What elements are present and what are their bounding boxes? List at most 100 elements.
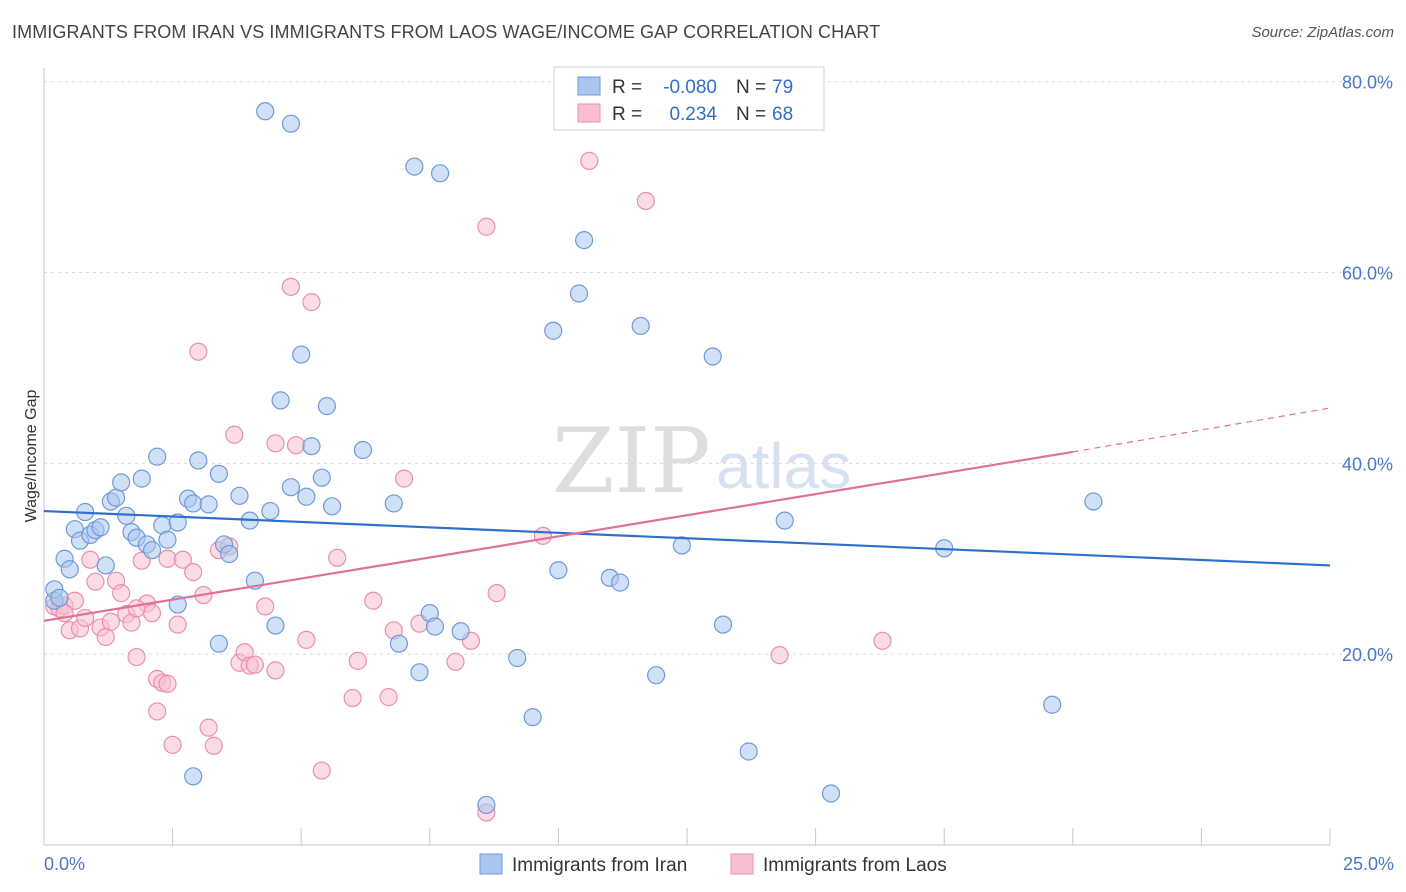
iran-point-2 [50, 588, 69, 607]
iran-point-54 [508, 648, 527, 668]
legend-n-value-laos: 68 [772, 104, 793, 125]
laos-point-64 [127, 599, 146, 618]
iran-point-55 [523, 708, 542, 727]
legend-r-label-laos: R = [612, 104, 642, 125]
iran-trend-line [43, 509, 1331, 567]
iran-point-46 [384, 494, 403, 513]
iran-point-76 [281, 114, 301, 133]
laos-point-23 [163, 735, 182, 754]
iran-point-66 [713, 615, 733, 634]
iran-point-26 [184, 494, 203, 513]
laos-point-7 [81, 550, 100, 569]
y-tick-label-3: 80.0% [1342, 73, 1393, 93]
iran-point-63 [647, 666, 666, 685]
chart-source: Source: ZipAtlas.com [1251, 24, 1394, 41]
laos-point-16 [127, 647, 146, 667]
laos-point-10 [96, 627, 115, 647]
iran-point-69 [821, 784, 841, 803]
iran-point-39 [292, 345, 311, 364]
series-legend: Immigrants from Iran Immigrants from Lao… [479, 853, 947, 876]
iran-point-11 [96, 556, 115, 575]
iran-point-28 [199, 495, 218, 514]
laos-trend-extension [1072, 407, 1331, 453]
iran-point-14 [112, 473, 131, 492]
laos-point-36 [245, 655, 265, 674]
gridlines [44, 81, 1392, 655]
laos-point-46 [348, 651, 367, 670]
iran-point-4 [60, 560, 79, 579]
laos-point-53 [477, 217, 496, 236]
iran-points [45, 102, 1103, 815]
iran-point-64 [672, 536, 691, 555]
laos-point-8 [86, 572, 105, 591]
laos-point-27 [189, 342, 208, 361]
x-tick-label-0: 0.0% [44, 854, 85, 874]
iran-point-13 [106, 488, 126, 507]
iran-point-31 [220, 544, 239, 564]
laos-point-11 [101, 612, 120, 631]
iran-point-74 [209, 634, 228, 653]
y-axis-title: Wage/Income Gap [23, 390, 40, 523]
laos-point-25 [173, 550, 192, 569]
laos-point-39 [281, 277, 301, 296]
series-legend-label-iran: Immigrants from Iran [512, 855, 687, 876]
x-ticks: 0.0% 25.0% [43, 828, 1394, 874]
stats-legend: R = -0.080 N = 79 R = 0.234 N = 68 [553, 66, 825, 131]
legend-n-label-iran: N = [736, 77, 766, 98]
iran-point-35 [261, 501, 280, 521]
iran-point-51 [425, 617, 445, 636]
iran-point-71 [1043, 695, 1062, 714]
y-tick-label-1: 40.0% [1342, 454, 1393, 474]
legend-r-value-iran: -0.080 [663, 77, 717, 98]
laos-point-40 [286, 436, 306, 455]
iran-point-58 [569, 284, 589, 303]
iran-point-41 [302, 437, 321, 456]
laos-point-57 [636, 191, 655, 211]
iran-point-21 [148, 447, 167, 466]
legend-swatch-laos [577, 103, 601, 123]
series-legend-swatch-laos [730, 853, 754, 875]
laos-trend-line [43, 450, 1073, 622]
iran-point-49 [410, 663, 429, 682]
iran-point-67 [739, 742, 758, 761]
iran-point-59 [575, 230, 594, 250]
laos-point-43 [312, 761, 331, 780]
laos-point-13 [112, 584, 131, 603]
iran-point-77 [256, 102, 275, 121]
laos-point-29 [199, 718, 218, 737]
laos-point-42 [302, 293, 321, 312]
laos-point-66 [266, 434, 285, 453]
laos-point-37 [256, 597, 275, 616]
laos-point-56 [580, 151, 599, 170]
iran-point-68 [775, 511, 794, 530]
iran-point-23 [158, 530, 177, 549]
watermark-atlas: atlas [716, 430, 851, 502]
iran-point-72 [1084, 492, 1103, 511]
chart-title: IMMIGRANTS FROM IRAN VS IMMIGRANTS FROM … [12, 22, 881, 42]
laos-point-58 [770, 646, 789, 665]
iran-point-17 [132, 469, 151, 488]
iran-point-27 [189, 451, 208, 470]
laos-point-59 [873, 631, 892, 650]
y-tick-label-0: 20.0% [1342, 645, 1393, 665]
iran-point-24 [168, 513, 187, 532]
iran-point-61 [611, 573, 630, 592]
iran-point-73 [184, 767, 203, 786]
legend-n-label-laos: N = [736, 104, 766, 125]
laos-point-61 [225, 425, 244, 444]
iran-point-32 [230, 486, 249, 505]
laos-point-65 [158, 674, 177, 693]
iran-point-62 [631, 316, 650, 336]
laos-point-47 [364, 591, 383, 610]
laos-point-20 [142, 604, 162, 623]
legend-swatch-iran [577, 76, 601, 96]
legend-r-label-iran: R = [612, 77, 642, 98]
laos-point-44 [328, 548, 347, 567]
laos-point-45 [343, 688, 362, 708]
laos-point-30 [204, 736, 223, 755]
x-tick-label-1: 25.0% [1343, 854, 1394, 874]
iran-point-65 [703, 347, 722, 366]
laos-point-41 [297, 630, 316, 649]
iran-point-20 [142, 541, 162, 560]
